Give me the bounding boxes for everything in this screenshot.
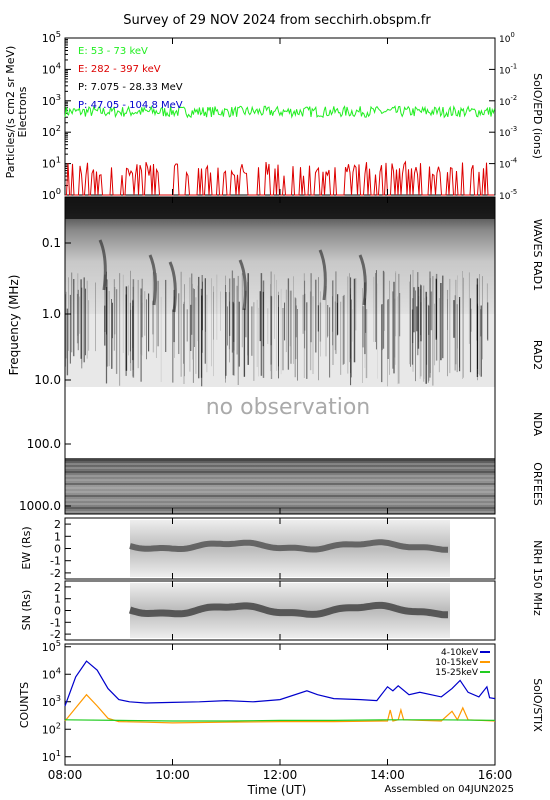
epd-legend-entry: P: 7.075 - 28.33 MeV: [78, 82, 183, 93]
epd-y-axis: 100 101 102 103 104 105: [42, 29, 71, 202]
rad2-spectrogram: [65, 314, 495, 387]
epd-right-tick-label: 10-1: [499, 62, 517, 76]
time-tick-label: 12:00: [263, 768, 298, 782]
radio-ylabel: Frequency (MHz): [7, 275, 21, 376]
radio-burst-drift: [168, 261, 177, 313]
epd-y-tick-label: 100: [42, 186, 61, 202]
radio-y-tick-label: 1.0: [42, 307, 61, 321]
epd-ylabel: Particles/(s cm2 sr MeV): [4, 46, 17, 179]
nrh-sn-y-tick-label: -1: [50, 616, 61, 629]
nrh-sn-source-track: [128, 601, 448, 619]
stix-legend-entry: 4-10keV: [441, 648, 479, 658]
epd-legend-entry: E: 282 - 397 keV: [78, 64, 161, 75]
radio-burst-drift: [238, 259, 247, 311]
radio-burst-drift: [358, 254, 367, 306]
stix-ylabel: COUNTS: [18, 682, 31, 728]
figure-title: Survey of 29 NOV 2024 from secchirh.obsp…: [123, 13, 431, 28]
time-tick-label: 16:00: [478, 768, 513, 782]
epd-y-tick-label: 102: [42, 123, 61, 139]
nrh-ew-y-tick-label: 0: [54, 543, 61, 556]
nrh-ew-y-tick-label: 2: [54, 518, 61, 531]
nrh-sn-panel: 210-1-2 SN (Rs) NRH 150 MHz: [20, 540, 544, 641]
nrh-sn-y-tick-label: 2: [54, 581, 61, 594]
radio-burst-drift: [98, 239, 107, 291]
nrh-sn-y-axis: 210-1-2: [50, 581, 71, 641]
stix-frame: [64, 643, 496, 766]
nrh-ew-y-tick-label: -2: [50, 567, 61, 580]
radio-panel: no observation 0.1 1.0 10.0 100.0 1000.0 Fre…: [7, 196, 544, 515]
label-nda: NDA: [531, 412, 544, 437]
time-axis: 08:00 10:00 12:00 14:00 16:00: [48, 38, 513, 782]
label-waves-rad1: WAVES RAD1: [531, 219, 544, 291]
epd-right-tick-label: 10-4: [499, 157, 517, 171]
time-tick-label: 08:00: [48, 768, 83, 782]
epd-right-axis: 10-5 10-4 10-3 10-2 10-1 100: [489, 31, 517, 202]
epd-right-tick-label: 10-5: [499, 188, 517, 202]
nrh-ew-y-tick-label: -1: [50, 555, 61, 568]
nrh-right-label: NRH 150 MHz: [531, 540, 544, 616]
epd-right-tick-label: 10-2: [499, 94, 517, 108]
orfees-spectrogram: [65, 458, 495, 514]
epd-legend-entry: E: 53 - 73 keV: [78, 46, 148, 57]
x-axis-label: Time (UT): [247, 783, 307, 797]
stix-right-label: SolO/STIX: [531, 678, 544, 732]
stix-y-tick-label: 105: [42, 638, 61, 654]
epd-y-tick-label: 105: [42, 29, 61, 45]
radio-y-tick-label: 100.0: [27, 437, 61, 451]
nrh-ew-panel: 210-1-2 EW (Rs): [20, 517, 496, 580]
time-tick-label: 14:00: [370, 768, 405, 782]
nrh-ew-ylabel: EW (Rs): [20, 526, 33, 569]
epd-series: [64, 105, 496, 196]
nrh-sn-ylabel: SN (Rs): [20, 590, 33, 631]
nrh-sn-y-tick-label: -2: [50, 628, 61, 641]
nrh-ew-y-axis: 210-1-2: [50, 518, 71, 580]
stix-y-axis: 101 102 103 104 105: [42, 638, 71, 764]
nrh-sn-y-tick-label: 1: [54, 593, 61, 606]
nrh-ew-source-track: [129, 539, 448, 553]
radio-burst-drift: [148, 254, 157, 306]
no-observation-label: no observation: [206, 395, 371, 420]
stix-series: [64, 660, 496, 724]
epd-y-tick-label: 104: [42, 60, 61, 76]
radio-y-tick-label: 10.0: [34, 373, 61, 387]
stix-series-line: [64, 719, 496, 722]
epd-frame: [64, 37, 496, 196]
nrh-ew-y-tick-label: 1: [54, 530, 61, 543]
time-tick-label: 10:00: [155, 768, 190, 782]
radio-y-tick-label: 1000.0: [19, 499, 61, 513]
stix-y-tick-label: 104: [42, 665, 61, 681]
epd-right-tick-label: 100: [499, 31, 515, 45]
epd-legend: E: 53 - 73 keV E: 282 - 397 keV P: 7.075 -…: [78, 46, 183, 111]
stix-series-line: [64, 693, 496, 724]
epd-right-tick-label: 10-3: [499, 125, 517, 139]
epd-y-tick-label: 103: [42, 92, 61, 108]
stix-y-tick-label: 101: [42, 748, 61, 764]
label-orfees: ORFEES: [531, 462, 544, 506]
epd-legend-entry: P: 47.05 - 104.8 MeV: [78, 100, 183, 111]
radio-y-axis: 0.1 1.0 10.0 100.0 1000.0: [19, 236, 71, 513]
stix-series-line: [64, 660, 496, 707]
nrh-sn-y-tick-label: 0: [54, 605, 61, 618]
epd-right-label: SolO/EPD (ions): [531, 73, 544, 159]
label-rad2: RAD2: [531, 340, 544, 370]
assembled-note: Assembled on 04JUN2025: [384, 784, 514, 795]
epd-y-tick-label: 101: [42, 155, 61, 171]
stix-legend-entry: 15-25keV: [435, 668, 479, 678]
radio-burst-drift: [318, 249, 327, 301]
stix-y-tick-label: 102: [42, 720, 61, 736]
radio-y-tick-label: 0.1: [42, 236, 61, 250]
nda-empty: [65, 387, 495, 458]
epd-series-e-53-73: [64, 105, 496, 119]
epd-ylabel2: Electrons: [16, 86, 29, 137]
stix-y-tick-label: 103: [42, 693, 61, 709]
stix-legend-entry: 10-15keV: [435, 658, 479, 668]
